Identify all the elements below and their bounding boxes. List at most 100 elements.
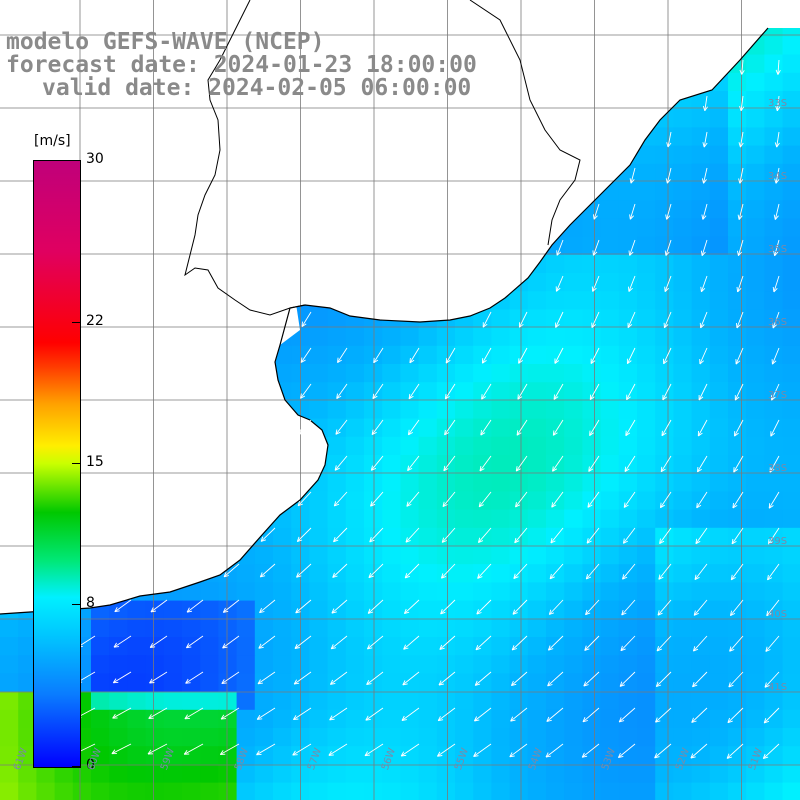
wind-cell — [455, 691, 474, 711]
wind-cell — [618, 600, 638, 620]
wind-cell — [782, 491, 800, 511]
wind-cell — [746, 546, 765, 565]
wind-cell — [509, 709, 529, 729]
wind-arrow — [729, 635, 744, 652]
wind-cell — [709, 273, 729, 292]
wind-cell — [655, 436, 674, 456]
wind-cell — [491, 618, 511, 638]
wind-cell — [673, 546, 693, 565]
wind-arrow — [701, 167, 708, 184]
wind-cell — [764, 546, 784, 565]
wind-cell — [309, 564, 329, 583]
wind-arrow — [763, 707, 780, 724]
wind-cell — [382, 382, 401, 401]
wind-cell — [691, 327, 711, 347]
wind-arrow — [554, 347, 564, 364]
latitude-label: 36S — [768, 317, 788, 328]
wind-arrow — [550, 527, 564, 544]
wind-cell — [127, 728, 147, 747]
wind-cell — [618, 564, 638, 583]
wind-cell — [564, 709, 583, 729]
wind-cell — [546, 655, 565, 674]
coastline-inland — [184, 0, 581, 316]
wind-arrow — [556, 239, 564, 256]
wind-cell — [327, 546, 347, 565]
wind-cell — [473, 673, 492, 693]
wind-arrow — [185, 671, 204, 684]
wind-cell — [600, 254, 620, 274]
wind-cell — [782, 455, 800, 474]
wind-cell — [327, 327, 347, 347]
wind-cell — [709, 673, 729, 693]
wind-cell — [455, 655, 474, 674]
wind-cell — [345, 728, 365, 747]
wind-cell — [600, 582, 620, 602]
wind-cell — [655, 273, 674, 292]
wind-arrow — [549, 563, 564, 580]
wind-cell — [655, 218, 674, 238]
wind-cell — [564, 382, 583, 401]
wind-cell — [764, 145, 784, 165]
latitude-label: 35S — [768, 244, 788, 255]
wind-arrow — [627, 311, 636, 329]
wind-cell — [491, 327, 511, 347]
wind-cell — [782, 291, 800, 310]
wind-arrow — [292, 743, 312, 756]
wind-cell — [236, 655, 256, 674]
wind-cell — [618, 218, 638, 238]
wind-arrow — [259, 599, 276, 614]
wind-cell — [582, 400, 602, 420]
wind-cell — [564, 509, 583, 529]
wind-cell — [673, 691, 693, 711]
wind-cell — [18, 673, 37, 693]
model-title: modelo GEFS-WAVE (NCEP) — [6, 29, 325, 55]
wind-cell — [655, 291, 674, 310]
wind-arrow — [219, 743, 240, 755]
wind-cell — [436, 418, 456, 438]
wind-arrow — [372, 383, 384, 400]
wind-cell — [455, 455, 474, 474]
wind-cell — [655, 163, 674, 183]
wind-cell — [327, 473, 347, 492]
wind-cell — [782, 345, 800, 365]
wind-cell — [491, 455, 511, 474]
wind-cell — [491, 509, 511, 529]
wind-cell — [509, 746, 529, 765]
wind-arrow — [331, 599, 348, 614]
wind-arrow — [114, 599, 132, 613]
wind-cell — [673, 509, 693, 529]
wind-arrow — [771, 347, 780, 365]
wind-cell — [345, 400, 365, 420]
wind-cell — [618, 618, 638, 638]
wind-cell — [0, 637, 19, 656]
wind-cell — [200, 782, 219, 800]
wind-cell — [728, 473, 747, 492]
wind-cell — [637, 145, 656, 165]
wind-arrow — [552, 455, 564, 472]
wind-cell — [728, 546, 747, 565]
wind-cell — [527, 473, 547, 492]
wind-cell — [400, 436, 420, 456]
wind-cell — [691, 109, 711, 128]
wind-arrow — [620, 635, 636, 652]
wind-cell — [564, 618, 583, 638]
wind-arrow — [695, 527, 708, 545]
wind-cell — [527, 618, 547, 638]
wind-cell — [345, 455, 365, 474]
wind-cell — [637, 527, 656, 547]
wind-cell — [673, 273, 693, 292]
wind-cell — [418, 709, 438, 729]
wind-cell — [600, 418, 620, 438]
wind-cell — [546, 364, 565, 383]
wind-cell — [709, 728, 729, 747]
wind-cell — [728, 782, 747, 800]
wind-cell — [600, 709, 620, 729]
wind-cell — [18, 637, 37, 656]
wind-arrow — [628, 275, 636, 292]
wind-cell — [728, 364, 747, 383]
wind-cell — [764, 163, 784, 183]
wind-cell — [327, 655, 347, 674]
wind-cell — [637, 691, 656, 711]
wind-arrow — [548, 599, 564, 615]
